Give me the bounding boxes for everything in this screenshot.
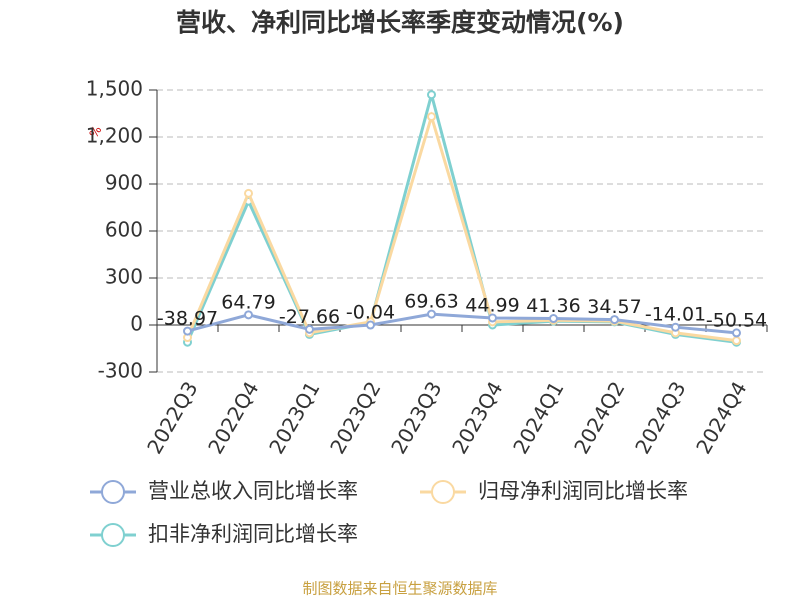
x-tick-label: 2023Q2 bbox=[325, 377, 385, 458]
data-point bbox=[488, 313, 497, 323]
data-label: -27.66 bbox=[279, 306, 340, 328]
data-point bbox=[549, 314, 558, 324]
x-tick-label: 2023Q1 bbox=[264, 377, 324, 458]
data-point bbox=[427, 90, 436, 100]
x-tick-label: 2023Q4 bbox=[447, 377, 507, 458]
legend-label: 扣非净利润同比增长率 bbox=[148, 522, 358, 546]
legend-label: 归母净利润同比增长率 bbox=[478, 479, 688, 503]
legend-label: 营业总收入同比增长率 bbox=[148, 479, 358, 503]
data-label: -50.54 bbox=[706, 309, 767, 331]
data-point bbox=[610, 315, 619, 325]
data-label: 69.63 bbox=[404, 291, 458, 313]
data-label: 41.36 bbox=[526, 295, 580, 317]
legend-icon bbox=[431, 480, 455, 504]
y-tick-label: 1,200 bbox=[86, 124, 143, 148]
x-tick-label: 2024Q2 bbox=[569, 377, 629, 458]
data-label: -38.97 bbox=[157, 308, 218, 330]
data-point bbox=[732, 328, 741, 338]
legend-icon bbox=[101, 523, 125, 547]
data-label: -0.04 bbox=[346, 302, 395, 324]
data-point bbox=[366, 320, 375, 330]
y-tick-label: 600 bbox=[105, 218, 143, 242]
chart-title: 营收、净利同比增长率季度变动情况(%) bbox=[176, 8, 624, 37]
y-tick-label: 900 bbox=[105, 171, 143, 195]
x-tick-label: 2024Q4 bbox=[691, 377, 751, 458]
data-point bbox=[427, 112, 436, 122]
x-tick-label: 2024Q3 bbox=[630, 377, 690, 458]
data-point bbox=[305, 324, 314, 334]
x-tick-label: 2022Q3 bbox=[142, 377, 202, 458]
data-label: 44.99 bbox=[465, 294, 519, 316]
x-tick-label: 2023Q3 bbox=[386, 377, 446, 458]
y-tick-label: 1,500 bbox=[86, 77, 143, 101]
footer: 制图数据来自恒生聚源数据库 bbox=[302, 580, 497, 598]
series-line bbox=[186, 111, 737, 343]
data-point bbox=[671, 322, 680, 332]
data-label: -14.01 bbox=[645, 304, 706, 326]
x-tick-label: 2022Q4 bbox=[203, 377, 263, 458]
data-label: 34.57 bbox=[587, 296, 641, 318]
series-line bbox=[187, 312, 737, 335]
y-tick-label: 300 bbox=[105, 265, 143, 289]
y-tick-label: -300 bbox=[98, 359, 143, 383]
legend-icon bbox=[101, 480, 125, 504]
data-point bbox=[244, 310, 253, 320]
x-tick-label: 2024Q1 bbox=[508, 377, 568, 458]
data-point bbox=[183, 326, 192, 336]
y-tick-label: 0 bbox=[130, 312, 143, 336]
data-point bbox=[244, 188, 253, 198]
data-label: 64.79 bbox=[221, 291, 275, 313]
data-point bbox=[732, 336, 741, 346]
data-point bbox=[427, 309, 436, 319]
